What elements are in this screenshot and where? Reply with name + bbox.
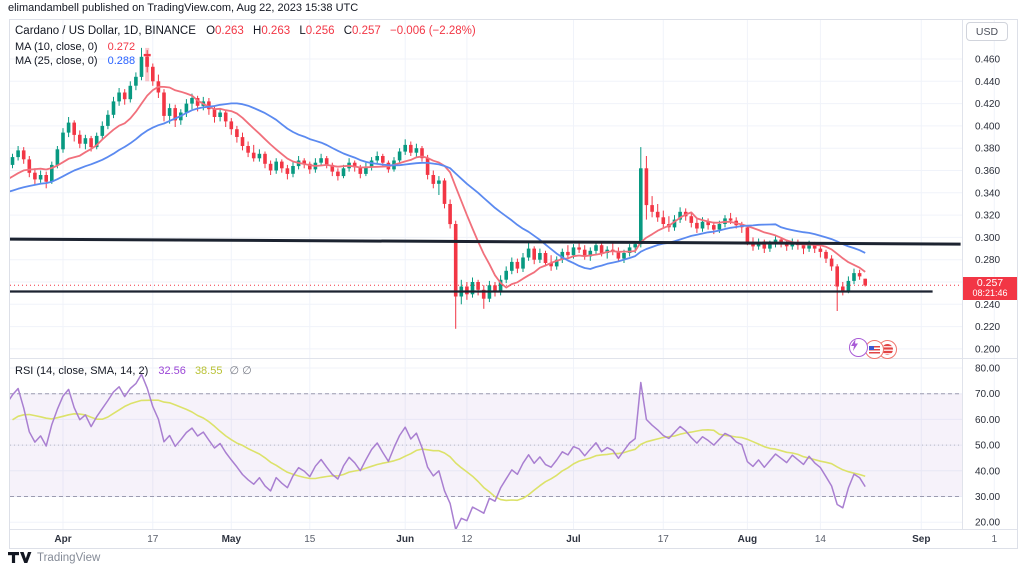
svg-text:Jun: Jun <box>396 534 414 545</box>
svg-text:17: 17 <box>658 534 670 545</box>
symbol-title: Cardano / US Dollar, 1D, BINANCE <box>15 25 196 37</box>
rsi-value: 32.56 <box>158 365 186 377</box>
svg-text:0.400: 0.400 <box>975 121 1000 132</box>
svg-text:0.440: 0.440 <box>975 77 1000 88</box>
pane-separators <box>10 20 1017 530</box>
svg-text:12: 12 <box>461 534 473 545</box>
tradingview-logo-icon[interactable] <box>8 551 32 564</box>
footer: TradingView <box>8 551 100 564</box>
svg-text:0.280: 0.280 <box>975 255 1000 266</box>
svg-text:May: May <box>222 534 242 545</box>
svg-text:14: 14 <box>815 534 827 545</box>
ma25-line <box>10 102 866 270</box>
svg-text:0.220: 0.220 <box>975 322 1000 333</box>
us-flag-reaction-icon[interactable] <box>865 340 884 359</box>
ma10-value: 0.272 <box>107 41 136 53</box>
svg-text:0.320: 0.320 <box>975 211 1000 222</box>
change-value: −0.006 (−2.28%) <box>390 25 476 37</box>
last-price-badge: 0.257 08:21:46 <box>963 277 1017 300</box>
ma10-name: MA (10, close, 0) <box>15 41 98 53</box>
svg-text:30.00: 30.00 <box>975 492 1000 503</box>
svg-text:Aug: Aug <box>738 534 757 545</box>
svg-text:17: 17 <box>147 534 159 545</box>
symbol-legend[interactable]: Cardano / US Dollar, 1D, BINANCE O0.263 … <box>15 25 476 37</box>
high-marker <box>143 47 151 82</box>
attribution-text: elimandambell published on TradingView.c… <box>8 2 359 14</box>
bar-countdown: 08:21:46 <box>972 288 1008 299</box>
rsi-sma-value: 38.55 <box>194 365 223 377</box>
svg-text:0.300: 0.300 <box>975 233 1000 244</box>
svg-text:Apr: Apr <box>54 534 71 545</box>
svg-text:15: 15 <box>304 534 316 545</box>
svg-text:40.00: 40.00 <box>975 466 1000 477</box>
rsi-line <box>10 373 866 529</box>
svg-text:0.340: 0.340 <box>975 188 1000 199</box>
svg-text:70.00: 70.00 <box>975 389 1000 400</box>
svg-text:Sep: Sep <box>912 534 930 545</box>
last-price-value: 0.257 <box>976 277 1004 290</box>
ma25-legend[interactable]: MA (25, close, 0) 0.288 <box>15 55 135 67</box>
tradingview-wordmark[interactable]: TradingView <box>37 551 101 564</box>
close-value: C0.257 <box>343 25 381 37</box>
trendline-upper[interactable] <box>10 237 961 246</box>
svg-text:80.00: 80.00 <box>975 364 1000 375</box>
svg-text:Jul: Jul <box>566 534 581 545</box>
svg-text:0.420: 0.420 <box>975 99 1000 110</box>
open-value: O0.263 <box>206 25 244 37</box>
price-axis-labels[interactable]: 0.460 0.440 0.420 0.400 0.380 0.360 0.340 0.320… <box>975 55 1000 529</box>
ma10-line <box>10 85 866 289</box>
svg-text:0.360: 0.360 <box>975 166 1000 177</box>
candles-layer <box>10 47 867 329</box>
svg-text:0.240: 0.240 <box>975 300 1000 311</box>
low-value: L0.256 <box>299 25 335 37</box>
ma25-name: MA (25, close, 0) <box>15 55 98 67</box>
svg-text:0.200: 0.200 <box>975 344 1000 355</box>
lightning-reaction-icon[interactable] <box>849 338 868 357</box>
svg-text:60.00: 60.00 <box>975 415 1000 426</box>
ma10-legend[interactable]: MA (10, close, 0) 0.272 <box>15 41 135 53</box>
chart-widget: 0.460 0.440 0.420 0.400 0.380 0.360 0.340 0.320… <box>9 19 1018 549</box>
rsi-legend[interactable]: RSI (14, close, SMA, 14, 2) 32.56 38.55 … <box>15 364 252 377</box>
svg-text:1: 1 <box>992 534 998 545</box>
svg-text:20.00: 20.00 <box>975 518 1000 529</box>
svg-text:0.380: 0.380 <box>975 144 1000 155</box>
svg-text:0.460: 0.460 <box>975 55 1000 66</box>
high-value: H0.263 <box>253 25 291 37</box>
ma25-value: 0.288 <box>107 55 136 67</box>
svg-text:50.00: 50.00 <box>975 441 1000 452</box>
time-axis-labels[interactable]: Apr 17 May 15 Jun 12 Jul 17 Aug 14 Sep 1 <box>54 534 997 545</box>
chart-canvas[interactable]: 0.460 0.440 0.420 0.400 0.380 0.360 0.340 0.320… <box>10 20 1017 548</box>
rsi-empty-values: ∅ ∅ <box>229 365 252 377</box>
rsi-band <box>10 393 962 497</box>
rsi-name: RSI (14, close, SMA, 14, 2) <box>15 365 149 377</box>
currency-button[interactable]: USD <box>966 22 1008 41</box>
